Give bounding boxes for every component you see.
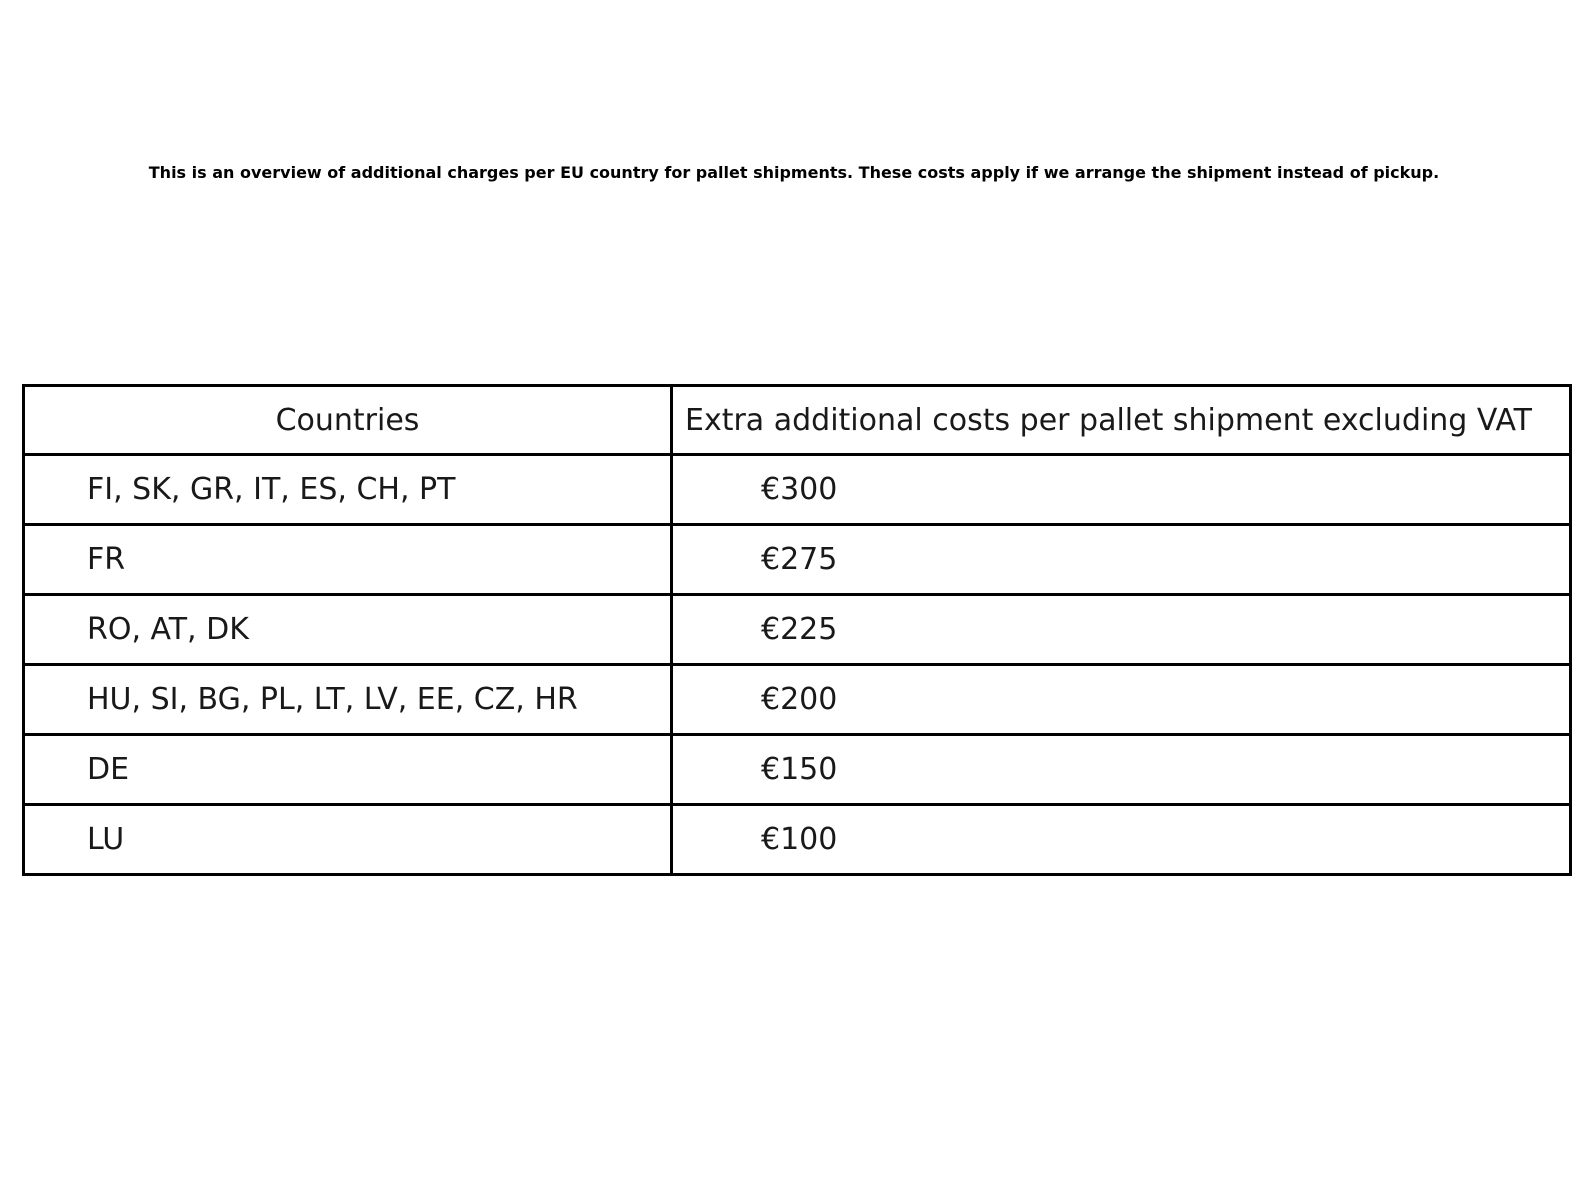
table-row: DE €150 <box>22 733 1572 806</box>
table-row: LU €100 <box>22 803 1572 876</box>
cost-cell: €275 <box>670 523 1572 596</box>
table-row: RO, AT, DK €225 <box>22 593 1572 666</box>
column-header-cost: Extra additional costs per pallet shipme… <box>670 384 1572 456</box>
cost-cell: €225 <box>670 593 1572 666</box>
table-row: FI, SK, GR, IT, ES, CH, PT €300 <box>22 453 1572 526</box>
column-header-countries: Countries <box>22 384 673 456</box>
cost-cell: €150 <box>670 733 1572 806</box>
cost-cell: €300 <box>670 453 1572 526</box>
charges-table: Countries Extra additional costs per pal… <box>22 384 1572 876</box>
intro-text: This is an overview of additional charge… <box>148 163 1440 182</box>
table-row: HU, SI, BG, PL, LT, LV, EE, CZ, HR €200 <box>22 663 1572 736</box>
table-row: FR €275 <box>22 523 1572 596</box>
countries-cell: LU <box>22 803 673 876</box>
countries-cell: HU, SI, BG, PL, LT, LV, EE, CZ, HR <box>22 663 673 736</box>
countries-cell: FR <box>22 523 673 596</box>
countries-cell: DE <box>22 733 673 806</box>
table-header-row: Countries Extra additional costs per pal… <box>22 384 1572 456</box>
countries-cell: FI, SK, GR, IT, ES, CH, PT <box>22 453 673 526</box>
cost-cell: €200 <box>670 663 1572 736</box>
countries-cell: RO, AT, DK <box>22 593 673 666</box>
cost-cell: €100 <box>670 803 1572 876</box>
